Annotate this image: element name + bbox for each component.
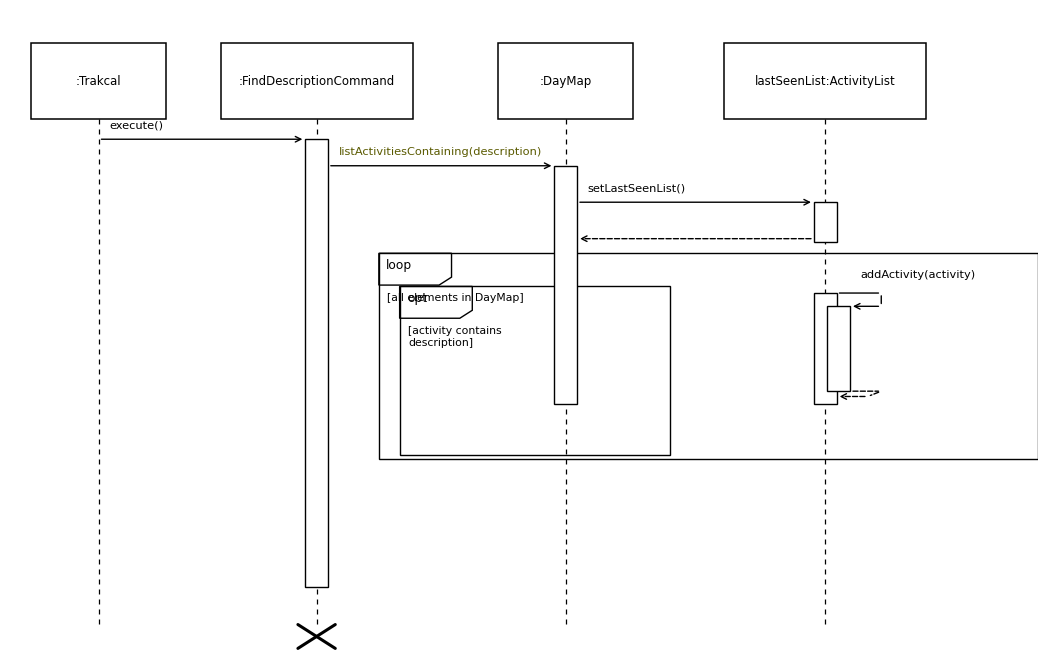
Bar	[827, 306, 850, 391]
Bar	[814, 293, 837, 404]
Bar	[814, 202, 837, 242]
Text: :FindDescriptionCommand: :FindDescriptionCommand	[239, 75, 394, 88]
Text: addActivity(activity): addActivity(activity)	[861, 270, 976, 280]
Text: [all elements in DayMap]: [all elements in DayMap]	[387, 293, 524, 303]
Text: listActivitiesContaining(description): listActivitiesContaining(description)	[338, 147, 542, 157]
Text: opt: opt	[407, 292, 427, 305]
Text: :DayMap: :DayMap	[540, 75, 592, 88]
Text: lastSeenList:ActivityList: lastSeenList:ActivityList	[755, 75, 896, 88]
Bar	[305, 139, 328, 587]
Bar	[498, 43, 633, 119]
Bar	[725, 43, 927, 119]
Text: loop: loop	[386, 259, 412, 272]
Text: :Trakcal: :Trakcal	[76, 75, 121, 88]
Bar	[379, 253, 1038, 459]
Text: [activity contains
description]: [activity contains description]	[408, 326, 501, 348]
Bar	[400, 286, 670, 455]
Bar	[31, 43, 166, 119]
Bar	[554, 166, 577, 404]
Text: execute(): execute()	[109, 121, 163, 131]
Text: setLastSeenList(): setLastSeenList()	[588, 184, 686, 194]
Bar	[220, 43, 412, 119]
